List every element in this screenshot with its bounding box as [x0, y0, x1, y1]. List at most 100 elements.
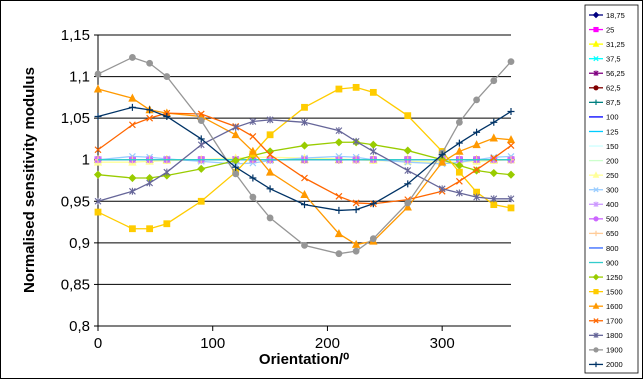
- legend-marker: [592, 171, 600, 178]
- data-point: [507, 142, 515, 150]
- data-point: [163, 112, 171, 120]
- y-tick-label: 1: [82, 152, 90, 169]
- data-point: [472, 140, 481, 149]
- data-point: [455, 177, 463, 185]
- y-tick-label: 0,85: [61, 276, 90, 293]
- series-line: [97, 119, 511, 202]
- legend-item: 900: [589, 258, 619, 267]
- legend-label: 1250: [606, 273, 623, 282]
- data-point: [369, 200, 377, 208]
- legend-marker: [593, 99, 599, 106]
- legend-label: 500: [606, 215, 619, 224]
- data-point: [146, 225, 154, 233]
- data-point: [335, 206, 343, 214]
- data-point: [335, 192, 343, 200]
- data-point: [300, 189, 309, 199]
- data-point: [249, 133, 257, 140]
- legend-item: 650: [589, 229, 619, 238]
- data-point: [335, 85, 343, 93]
- data-point: [473, 128, 481, 136]
- data-point: [129, 187, 136, 195]
- data-point: [146, 59, 154, 67]
- data-point: [300, 141, 309, 150]
- legend-item: 250: [589, 171, 619, 180]
- legend-marker: [592, 302, 600, 309]
- data-point: [490, 154, 498, 162]
- data-point: [128, 121, 136, 129]
- data-point: [490, 118, 498, 126]
- data-point: [507, 195, 515, 203]
- legend-label: 1900: [606, 346, 623, 355]
- legend-item: 500: [589, 215, 619, 224]
- series-line: [97, 112, 512, 205]
- data-point: [301, 118, 308, 126]
- data-point: [352, 137, 360, 145]
- data-point: [352, 83, 360, 91]
- legend-marker: [593, 187, 599, 193]
- data-point: [94, 112, 102, 120]
- data-point: [128, 93, 137, 102]
- legend-marker: [592, 11, 600, 19]
- data-point: [232, 123, 240, 131]
- data-point: [249, 193, 257, 201]
- legend-marker: [593, 201, 599, 207]
- legend-marker: [593, 361, 599, 368]
- data-point: [93, 84, 103, 93]
- data-point: [266, 151, 274, 159]
- legend-box: [584, 4, 639, 374]
- data-point: [197, 197, 205, 205]
- data-point: [455, 189, 463, 197]
- series-line: [97, 56, 512, 255]
- data-point: [249, 117, 257, 125]
- data-point: [438, 185, 446, 193]
- y-tick-label: 0,9: [69, 235, 90, 252]
- data-point: [455, 139, 463, 147]
- legend-item: 300: [589, 186, 619, 195]
- x-axis-title: Orientation/⁰: [259, 351, 349, 368]
- legend-item: 87,5: [589, 98, 621, 107]
- legend-label: 1800: [606, 331, 623, 340]
- data-point: [232, 170, 240, 178]
- data-point: [146, 114, 154, 122]
- legend-marker: [593, 230, 599, 237]
- data-point: [301, 174, 308, 182]
- data-point: [197, 135, 205, 143]
- legend-item: 37,5: [589, 54, 621, 63]
- legend-item: 1800: [589, 331, 623, 340]
- data-point: [404, 199, 412, 207]
- data-point: [473, 193, 480, 201]
- series-25: [94, 103, 515, 214]
- data-point: [248, 146, 258, 155]
- tick-labels: 0,8 0,85 0,9 0,95 1 1,05 1,1 1,15 0 100 200 300: [61, 27, 455, 352]
- data-point: [403, 202, 412, 211]
- legend-label: 250: [606, 171, 619, 180]
- data-point: [438, 151, 446, 159]
- data-point: [507, 58, 515, 66]
- legend-label: 900: [606, 258, 619, 267]
- data-point: [352, 206, 360, 214]
- y-tick-label: 0,8: [69, 318, 90, 335]
- x-tick-label: 200: [315, 335, 340, 352]
- legend-label: 1500: [606, 287, 623, 296]
- legend-label: 100: [606, 113, 619, 122]
- legend-item: 31,25: [589, 40, 625, 49]
- data-point: [352, 199, 360, 207]
- data-point: [249, 174, 257, 182]
- data-point: [197, 117, 205, 125]
- data-point: [335, 250, 343, 258]
- data-point: [489, 133, 498, 142]
- series-23: [94, 116, 515, 205]
- legend-item: 56,25: [589, 69, 625, 78]
- data-point: [490, 77, 498, 85]
- data-point: [351, 239, 361, 248]
- data-point: [506, 170, 516, 179]
- legend-label: 650: [606, 229, 619, 238]
- y-tick-label: 1,15: [61, 27, 90, 44]
- legend-label: 150: [606, 142, 619, 151]
- legend-label: 18,75: [606, 11, 625, 20]
- data-point: [404, 180, 412, 188]
- legend-label: 800: [606, 244, 619, 253]
- data-point: [369, 235, 377, 243]
- data-point: [455, 118, 463, 126]
